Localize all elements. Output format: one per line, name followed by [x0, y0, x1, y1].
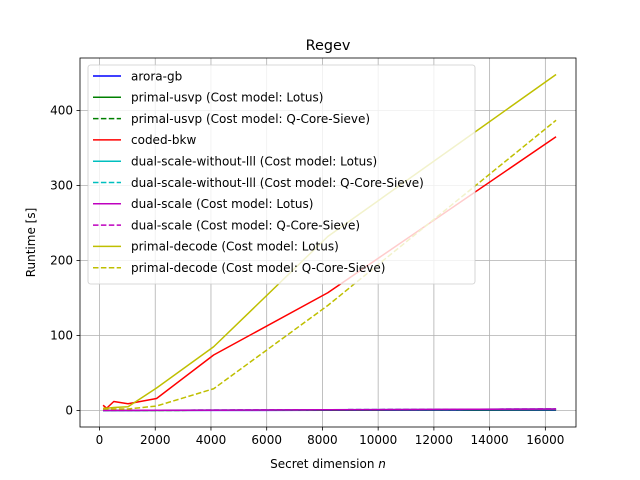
legend-label: dual-scale-without-lll (Cost model: Lotu… [131, 155, 377, 169]
legend-label: primal-decode (Cost model: Lotus) [131, 240, 339, 254]
legend-label: primal-usvp (Cost model: Q-Core-Sieve) [131, 112, 370, 126]
axis-ticks: 0 2000 4000 6000 8000 10000 12000 14000 16000 0 10… [50, 104, 564, 447]
x-tick-label: 12000 [415, 433, 453, 447]
x-tick-label: 4000 [196, 433, 227, 447]
legend-label: dual-scale-without-lll (Cost model: Q-Co… [131, 176, 424, 190]
legend-label: coded-bkw [131, 133, 196, 147]
legend: arora-gb primal-usvp (Cost model: Lotus) p… [87, 64, 476, 285]
y-tick-label: 100 [50, 329, 73, 343]
legend-label: dual-scale (Cost model: Q-Core-Sieve) [131, 218, 360, 232]
x-tick-label: 14000 [471, 433, 509, 447]
x-tick-label: 16000 [526, 433, 564, 447]
plot-frame [79, 57, 577, 428]
series-line [102, 136, 557, 409]
x-tick-label: 10000 [359, 433, 397, 447]
x-tick-label: 0 [96, 433, 104, 447]
y-tick-label: 400 [50, 104, 73, 118]
x-tick-label: 8000 [307, 433, 338, 447]
legend-box [87, 64, 476, 285]
y-axis-label: Runtime [s] [24, 208, 38, 278]
x-axis-label-text: Secret dimension [270, 457, 374, 471]
x-tick-label: 6000 [251, 433, 282, 447]
x-axis-label-variable: n [378, 457, 386, 471]
legend-label: dual-scale (Cost model: Lotus) [131, 197, 313, 211]
y-tick-label: 200 [50, 254, 73, 268]
x-tick-label: 2000 [140, 433, 171, 447]
y-tick-label: 0 [65, 404, 73, 418]
legend-label: primal-decode (Cost model: Q-Core-Sieve) [131, 261, 385, 275]
series-line [103, 408, 557, 412]
y-tick-label: 300 [50, 179, 73, 193]
chart-title: Regev [306, 38, 351, 54]
legend-label: arora-gb [131, 69, 182, 83]
series-line [103, 119, 557, 410]
legend-label: primal-usvp (Cost model: Lotus) [131, 91, 323, 105]
x-axis-label: Secret dimension n [270, 457, 386, 471]
